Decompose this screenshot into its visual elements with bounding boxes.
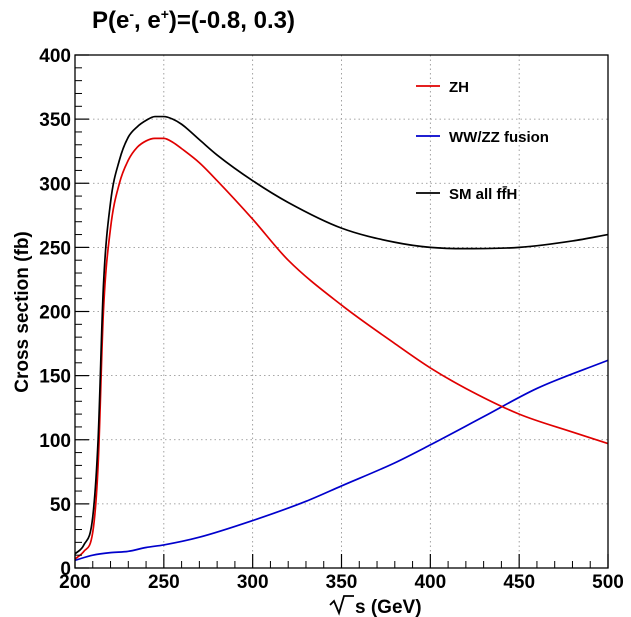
legend-label: WW/ZZ fusion [449,129,549,146]
x-tick-label: 500 [592,572,624,593]
series-line-2 [74,115,609,555]
y-tick-label: 350 [39,110,71,131]
y-tick-label: 150 [39,367,71,388]
x-axis-title-group: s (GeV) [329,595,422,617]
legend: ZH WW/ZZ fusion SM all ff̄H [416,79,549,203]
x-tick-label: 250 [148,572,180,593]
grid-layer [75,55,608,568]
y-tick-label: 0 [60,559,71,580]
series-layer [74,115,609,562]
tick-layer: 200 250 300 350 400 450 500 0 50 100 150 200 250 300 3… [39,46,624,593]
x-tick-label: 200 [59,572,91,593]
x-tick-label: 400 [414,572,446,593]
series-line-1 [74,359,609,562]
y-tick-label: 100 [39,431,71,452]
sqrt-icon [329,595,354,616]
y-tick-label: 300 [39,174,71,195]
y-tick-label: 200 [39,303,71,324]
x-axis-title: s (GeV) [355,597,422,617]
legend-label: SM all ff̄H [449,185,517,203]
x-tick-label: 450 [503,572,535,593]
y-tick-label: 250 [39,238,71,259]
x-tick-label: 350 [326,572,358,593]
chart-title: P(e-, e+)=(-0.8, 0.3) [92,6,295,34]
x-tick-label: 300 [237,572,269,593]
y-tick-label: 50 [50,495,71,516]
y-tick-label: 400 [39,46,71,67]
y-axis-title: Cross section (fb) [12,231,33,393]
legend-label: ZH [449,79,469,96]
